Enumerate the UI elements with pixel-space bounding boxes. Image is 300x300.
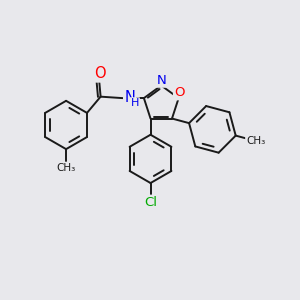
Text: H: H bbox=[131, 98, 139, 108]
Text: O: O bbox=[94, 67, 105, 82]
Text: CH₃: CH₃ bbox=[246, 136, 265, 146]
Text: N: N bbox=[156, 74, 166, 87]
Text: CH₃: CH₃ bbox=[56, 163, 76, 173]
Text: O: O bbox=[174, 86, 184, 99]
Text: N: N bbox=[124, 90, 135, 105]
Text: Cl: Cl bbox=[144, 196, 157, 209]
